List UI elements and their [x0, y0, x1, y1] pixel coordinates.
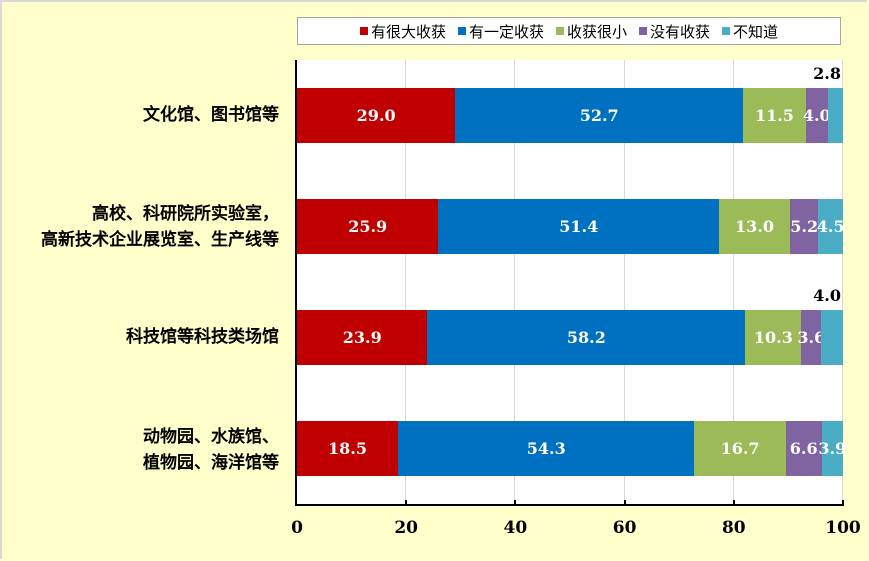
bar-segment: 4.5 — [817, 199, 845, 254]
category-label: 科技馆等科技类场馆 — [126, 324, 279, 350]
x-axis-tick — [405, 500, 408, 506]
stacked-bar: 23.9 58.2 10.3 3.6 — [297, 310, 843, 365]
bar-segment: 16.7 — [694, 421, 786, 476]
bar-segment — [821, 310, 843, 365]
bar-segment: 29.0 — [297, 88, 456, 143]
chart-legend: 有很大收获 有一定收获 收获很小 没有收获 不知道 — [297, 17, 841, 45]
x-axis-tick — [623, 500, 626, 506]
legend-label: 没有收获 — [650, 22, 711, 41]
gridline — [623, 60, 625, 504]
x-axis-tick — [732, 500, 735, 506]
stacked-bar: 18.5 54.3 16.7 6.6 3.9 — [297, 421, 846, 476]
legend-item-some: 有一定收获 — [457, 21, 544, 42]
x-axis-tick — [514, 500, 517, 506]
category-label-line: 高校、科研院所实验室， — [92, 204, 279, 224]
stacked-bar: 29.0 52.7 11.5 4.0 — [297, 88, 843, 143]
legend-swatch-icon — [555, 27, 564, 35]
legend-label: 收获很小 — [566, 22, 627, 41]
legend-swatch-icon — [359, 27, 368, 35]
bar-segment: 3.9 — [818, 421, 846, 476]
category-label-line: 植物园、海洋馆等 — [143, 453, 279, 473]
gridline — [842, 60, 843, 504]
bar-segment: 10.3 — [745, 310, 802, 365]
bar-segment: 23.9 — [297, 310, 428, 365]
outside-data-label: 4.0 — [813, 286, 841, 305]
category-label-line: 动物园、水族馆、 — [143, 427, 279, 447]
gridline — [514, 60, 516, 504]
legend-item-unknown: 不知道 — [722, 21, 778, 42]
legend-item-none: 没有收获 — [639, 21, 710, 42]
category-label-line: 科技馆等科技类场馆 — [126, 327, 279, 347]
x-tick-label: 20 — [394, 518, 419, 538]
bar-segment: 3.6 — [797, 310, 825, 365]
category-label: 文化馆、图书馆等 — [143, 102, 279, 128]
legend-swatch-icon — [722, 27, 731, 35]
bar-segment: 58.2 — [427, 310, 746, 365]
gridline — [405, 60, 407, 504]
legend-label: 有一定收获 — [468, 22, 544, 41]
bar-segment: 4.0 — [803, 88, 831, 143]
x-tick-label: 80 — [721, 518, 746, 538]
bar-segment: 51.4 — [438, 199, 720, 254]
category-label-line: 文化馆、图书馆等 — [143, 105, 279, 125]
category-label-line: 高新技术企业展览室、生产线等 — [41, 230, 279, 250]
legend-item-very-much: 有很大收获 — [359, 21, 446, 42]
category-label: 高校、科研院所实验室， 高新技术企业展览室、生产线等 — [41, 201, 279, 253]
legend-swatch-icon — [457, 27, 466, 35]
legend-label: 有很大收获 — [370, 22, 446, 41]
legend-label: 不知道 — [733, 22, 779, 41]
x-tick-label: 60 — [612, 518, 637, 538]
gridline — [732, 60, 734, 504]
bar-segment — [827, 88, 843, 143]
bar-segment: 52.7 — [455, 88, 744, 143]
legend-item-little: 收获很小 — [555, 21, 627, 42]
outside-data-label: 2.8 — [813, 64, 841, 83]
plot-area: 29.0 52.7 11.5 4.0 2.8 25.9 51.4 13.0 5.2 4.5 23.9… — [295, 60, 846, 506]
x-tick-label: 100 — [825, 518, 861, 538]
stacked-bar: 25.9 51.4 13.0 5.2 4.5 — [297, 199, 845, 254]
bar-segment: 18.5 — [297, 421, 398, 476]
category-label: 动物园、水族馆、 植物园、海洋馆等 — [143, 424, 279, 476]
x-axis-tick — [842, 500, 844, 506]
x-tick-label: 0 — [291, 518, 303, 538]
x-tick-label: 40 — [503, 518, 528, 538]
bar-segment: 11.5 — [743, 88, 806, 143]
bar-segment: 5.2 — [790, 199, 819, 254]
legend-swatch-icon — [639, 27, 647, 35]
bar-segment: 25.9 — [297, 199, 439, 254]
bar-segment: 54.3 — [398, 421, 695, 476]
bar-segment: 13.0 — [719, 199, 791, 254]
bar-segment: 6.6 — [785, 421, 822, 476]
